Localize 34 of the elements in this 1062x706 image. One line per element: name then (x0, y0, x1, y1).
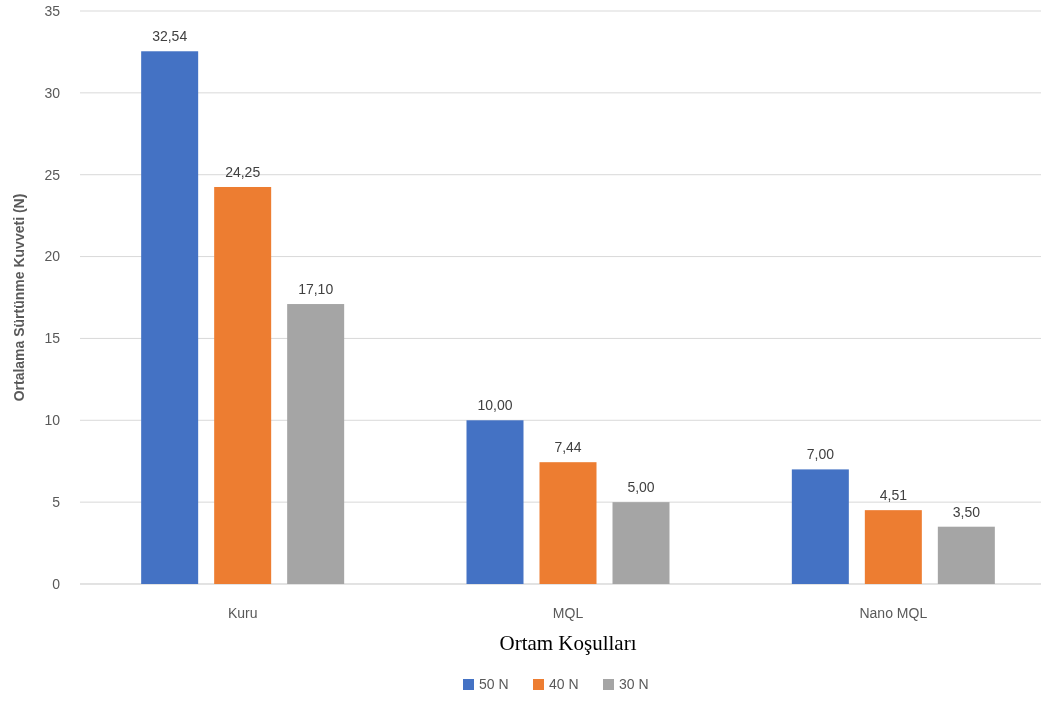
data-label: 7,00 (806, 446, 835, 463)
legend-label: 40 N (549, 676, 579, 692)
bar (864, 510, 922, 584)
bar (937, 526, 995, 584)
y-tick-label: 10 (44, 412, 61, 429)
data-label: 7,44 (554, 439, 582, 456)
legend-label: 30 N (619, 676, 649, 692)
y-tick-label: 30 (44, 84, 61, 101)
bar (214, 186, 272, 584)
y-tick-label: 5 (52, 494, 61, 511)
x-axis-title: Ortam Koşulları (499, 631, 637, 655)
y-tick-label: 35 (44, 2, 61, 19)
bar (141, 51, 199, 584)
y-axis-title: Ortalama Sürtünme Kuvveti (N) (11, 193, 27, 402)
data-label: 3,50 (952, 503, 981, 520)
bar (287, 304, 345, 584)
data-label: 32,54 (152, 28, 188, 45)
data-label: 5,00 (627, 479, 655, 496)
bar (612, 502, 670, 584)
bar (466, 420, 524, 584)
bar (791, 469, 849, 584)
y-tick-label: 15 (44, 330, 61, 347)
x-tick-label: Kuru (227, 605, 258, 621)
data-label: 17,10 (298, 281, 334, 298)
y-tick-label: 20 (44, 248, 61, 265)
y-tick-label: 0 (52, 575, 61, 592)
x-tick-label: Nano MQL (859, 605, 928, 621)
data-label: 4,51 (879, 487, 908, 504)
data-label: 10,00 (477, 397, 513, 414)
y-tick-label: 25 (44, 166, 61, 183)
legend-label: 50 N (479, 676, 509, 692)
data-label: 24,25 (225, 163, 261, 180)
bar (539, 462, 597, 584)
x-tick-label: MQL (552, 605, 584, 621)
